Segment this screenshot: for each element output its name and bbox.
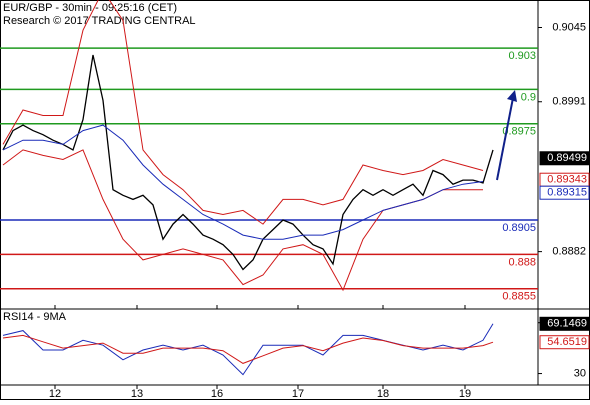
series-line [2, 334, 494, 364]
price-marker-label: 54.6519 [547, 336, 587, 348]
level-label: 0.8975 [502, 126, 536, 138]
price-marker [539, 316, 590, 331]
rsi-plot [2, 323, 494, 376]
rsi-title: RSI14 - 9MA [3, 311, 67, 323]
price-marker [539, 335, 590, 350]
series-line [2, 0, 484, 225]
price-plot [0, 0, 538, 292]
y-tick-label: 0.9045 [552, 21, 586, 33]
price-marker-label: 0.89315 [547, 187, 587, 199]
series-line [2, 124, 484, 240]
price-marker-label: 0.89499 [547, 152, 587, 164]
forecast-arrow [496, 97, 514, 181]
y-tick-label: 0.8991 [552, 96, 586, 108]
x-tick-label: 19 [459, 388, 471, 400]
series-line [2, 54, 494, 271]
x-tick-label: 13 [131, 388, 143, 400]
forecast-arrowhead [507, 90, 517, 102]
level-label: 0.903 [508, 50, 536, 62]
axes: 0.903 0.9 0.8975 0.8905 0.888 0.8855 0.9045 0.8… [49, 21, 590, 400]
x-tick-label: 18 [377, 388, 389, 400]
price-marker-label: 69.1469 [547, 318, 587, 330]
level-label: 0.888 [508, 256, 536, 268]
x-tick-label: 16 [211, 388, 223, 400]
level-label: 0.8855 [502, 291, 536, 303]
chart-title: EUR/GBP - 30min - 09:25:16 (CET) [3, 2, 177, 14]
x-tick-label: 12 [49, 388, 61, 400]
level-label: 0.9 [521, 91, 536, 103]
x-tick-label: 17 [292, 388, 304, 400]
price-marker [539, 151, 590, 166]
price-marker-label: 0.89343 [547, 174, 587, 186]
price-marker [539, 185, 590, 200]
y-tick-label: 30 [574, 367, 586, 379]
y-tick-label: 0.8882 [552, 246, 586, 258]
level-label: 0.8905 [502, 222, 536, 234]
chart-subtitle: Research © 2017 TRADING CENTRAL [3, 15, 196, 27]
